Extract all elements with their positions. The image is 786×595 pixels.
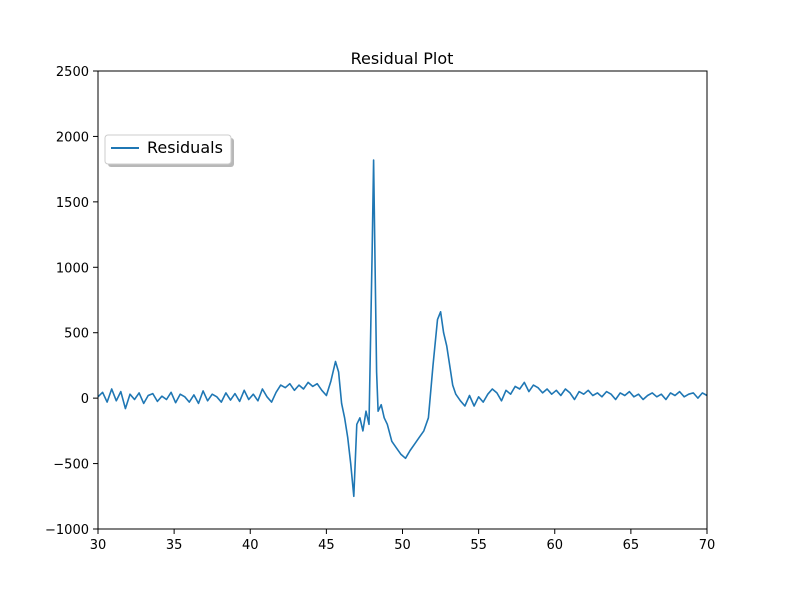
- y-tick-label: 1000: [56, 261, 89, 276]
- y-tick-label: −500: [53, 458, 89, 473]
- y-tick-label: 500: [64, 327, 89, 342]
- y-tick-label: 0: [81, 392, 89, 407]
- x-tick-label: 40: [242, 538, 259, 553]
- x-tick-label: 30: [90, 538, 107, 553]
- x-tick-label: 35: [166, 538, 183, 553]
- y-tick-label: 2500: [56, 65, 89, 80]
- y-tick-label: 1500: [56, 196, 89, 211]
- plot-area: [97, 159, 708, 498]
- x-tick-label: 65: [623, 538, 640, 553]
- x-axis: 30 35 40 45 50 55 60 65 70: [90, 529, 716, 553]
- x-tick-label: 50: [394, 538, 411, 553]
- x-tick-label: 45: [318, 538, 335, 553]
- x-tick-label: 60: [546, 538, 563, 553]
- y-tick-label: −1000: [45, 523, 89, 538]
- x-tick-label: 55: [470, 538, 487, 553]
- series-line-residuals: [97, 159, 708, 498]
- y-tick-label: 2000: [56, 130, 89, 145]
- y-axis: −1000 −500 0 500 1000 1500 2000 2500: [45, 65, 98, 538]
- legend-box: [104, 134, 232, 165]
- legend-label-residuals: Residuals: [147, 138, 223, 157]
- chart-title: Residual Plot: [351, 49, 454, 68]
- x-tick-label: 70: [699, 538, 716, 553]
- legend: Residuals: [104, 134, 234, 167]
